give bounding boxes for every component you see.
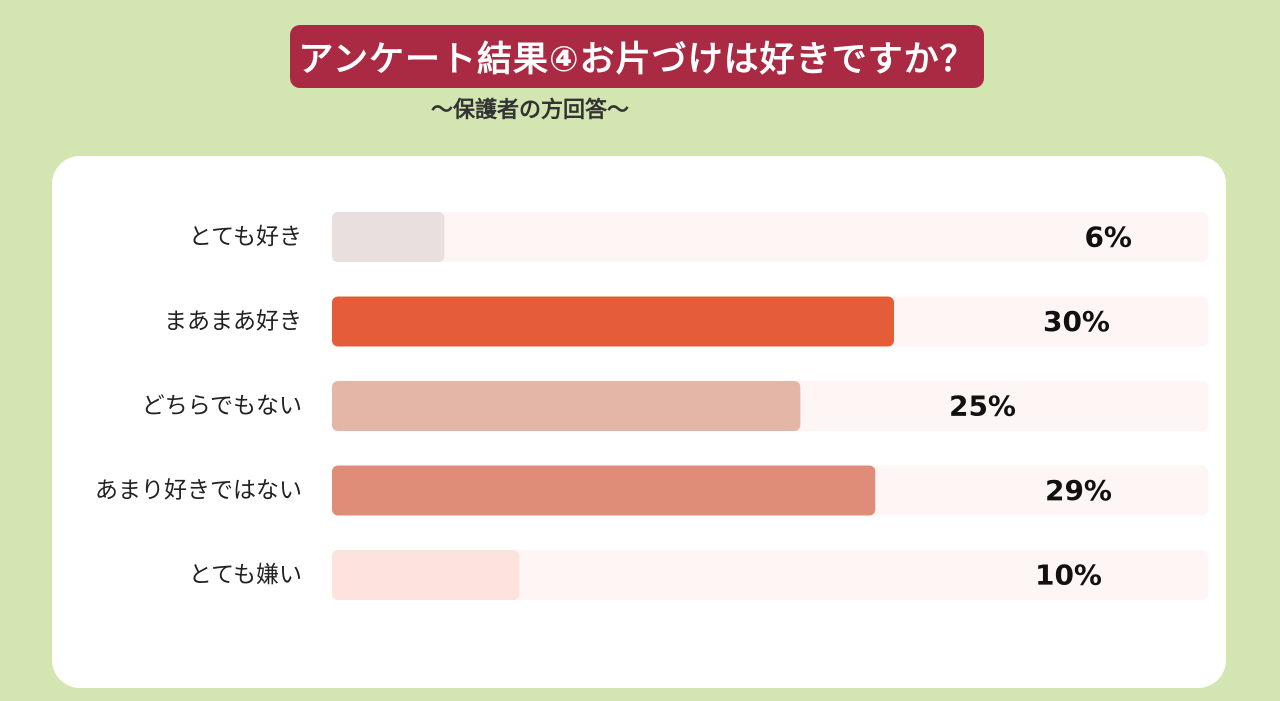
- category-label: あまり好きではない: [95, 478, 302, 504]
- bar: [332, 381, 801, 431]
- bar-track: [332, 212, 1208, 262]
- category-label: とても好き: [189, 224, 302, 250]
- chart-subtitle: 〜保護者の方回答〜: [430, 98, 629, 123]
- value-label: 29%: [1045, 474, 1112, 507]
- value-label: 25%: [949, 390, 1016, 423]
- value-label: 30%: [1043, 305, 1110, 338]
- category-label: まあまあ好き: [164, 309, 302, 335]
- bar: [332, 465, 876, 516]
- bar: [332, 296, 894, 347]
- bar: [332, 212, 445, 262]
- bar: [332, 550, 520, 600]
- value-label: 6%: [1084, 221, 1132, 254]
- category-label: どちらでもない: [142, 393, 302, 419]
- chart-title: アンケート結果④お片づけは好きですか？: [290, 25, 984, 88]
- value-label: 10%: [1035, 559, 1102, 592]
- bar-track: [332, 550, 1208, 600]
- category-label: とても嫌い: [189, 562, 302, 588]
